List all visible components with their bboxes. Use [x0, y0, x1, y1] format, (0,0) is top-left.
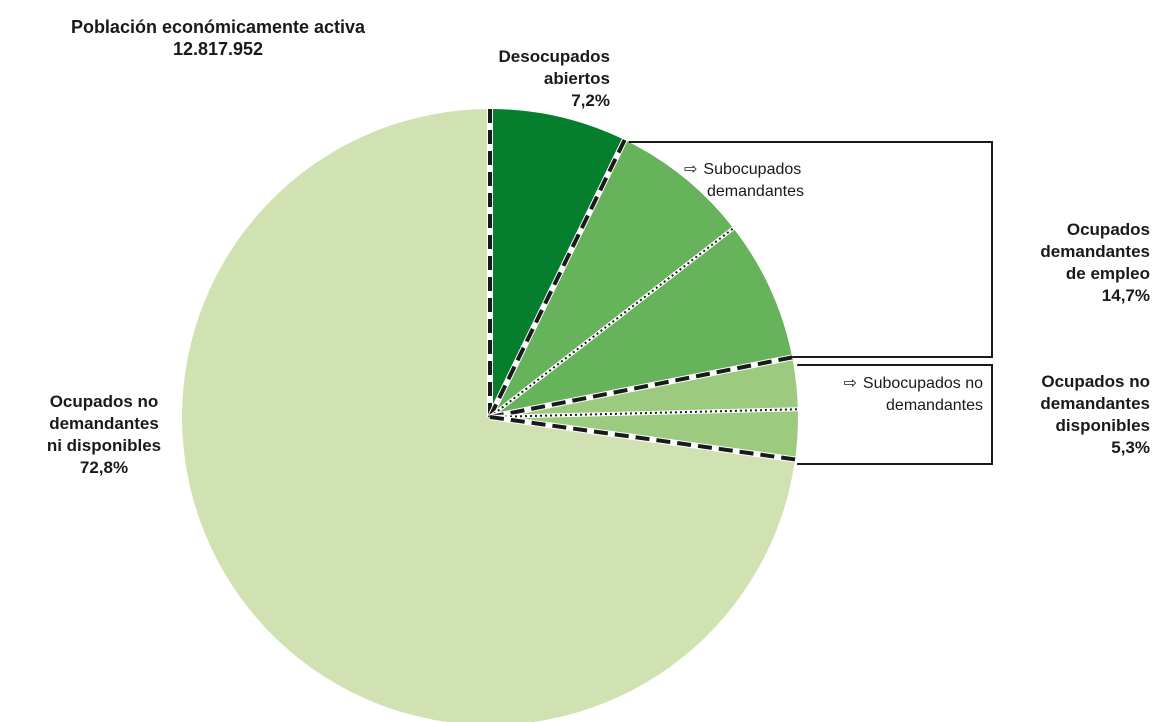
- label-desocupados-line-1: Desocupados: [498, 47, 610, 66]
- arrow-right-icon: ⇨: [684, 161, 698, 178]
- label-ni-disponibles: Ocupados no demandantes ni disponibles 7…: [20, 391, 188, 479]
- sublabel-subocupados-no-demandantes-line-2: demandantes: [886, 397, 983, 414]
- label-ocupados-demandantes-line-3: de empleo: [1065, 264, 1150, 283]
- bracket-box-ocupados-demandantes: [628, 141, 993, 358]
- label-ocupados-no-demandantes-value: 5,3%: [1111, 438, 1150, 457]
- label-ni-disponibles-line-1: Ocupados no: [49, 392, 159, 411]
- label-ocupados-demandantes: Ocupados demandantes de empleo 14,7%: [990, 219, 1150, 307]
- sublabel-subocupados-no-demandantes-line-1: Subocupados no: [862, 375, 983, 392]
- label-ni-disponibles-value: 72,8%: [79, 458, 129, 477]
- divider-line-4: [489, 355, 793, 419]
- label-ocupados-no-demandantes-line-1: Ocupados no: [1041, 372, 1150, 391]
- label-ocupados-demandantes-line-1: Ocupados: [1066, 220, 1150, 239]
- sublabel-subocupados-demandantes-line-2: demandantes: [707, 183, 804, 200]
- divider-line-2: [488, 139, 627, 418]
- pie-slice-1: [490, 109, 625, 417]
- sublabel-subocupados-demandantes: ⇨ Subocupados demandantes: [684, 159, 854, 203]
- pie-slice-2: [490, 139, 734, 417]
- label-desocupados: Desocupados abiertos 7,2%: [420, 46, 610, 112]
- sublabel-subocupados-demandantes-line-1: Subocupados: [703, 161, 802, 178]
- label-ocupados-demandantes-value: 14,7%: [1101, 286, 1150, 305]
- label-desocupados-line-2: abiertos: [543, 69, 610, 88]
- divider-line-5: [489, 408, 798, 418]
- label-ni-disponibles-line-3: ni disponibles: [46, 436, 162, 455]
- label-desocupados-value: 7,2%: [571, 91, 610, 110]
- chart-title: Población económicamente activa: [70, 17, 366, 37]
- chart-subtitle: 12.817.952: [172, 39, 264, 59]
- label-ocupados-no-demandantes-line-3: disponibles: [1055, 416, 1150, 435]
- chart-title-block: Población económicamente activa 12.817.9…: [8, 16, 428, 60]
- label-ocupados-demandantes-line-2: demandantes: [1040, 242, 1150, 261]
- bracket-box-ocupados-no-demandantes: [797, 364, 993, 465]
- label-ocupados-no-demandantes: Ocupados no demandantes disponibles 5,3%: [990, 371, 1150, 459]
- arrow-right-icon: ⇨: [843, 375, 857, 392]
- label-ocupados-no-demandantes-line-2: demandantes: [1040, 394, 1150, 413]
- divider-line-6: [489, 415, 796, 462]
- sublabel-subocupados-no-demandantes: ⇨ Subocupados no demandantes: [798, 373, 983, 417]
- divider-line-3: [489, 227, 734, 418]
- label-ni-disponibles-line-2: demandantes: [49, 414, 159, 433]
